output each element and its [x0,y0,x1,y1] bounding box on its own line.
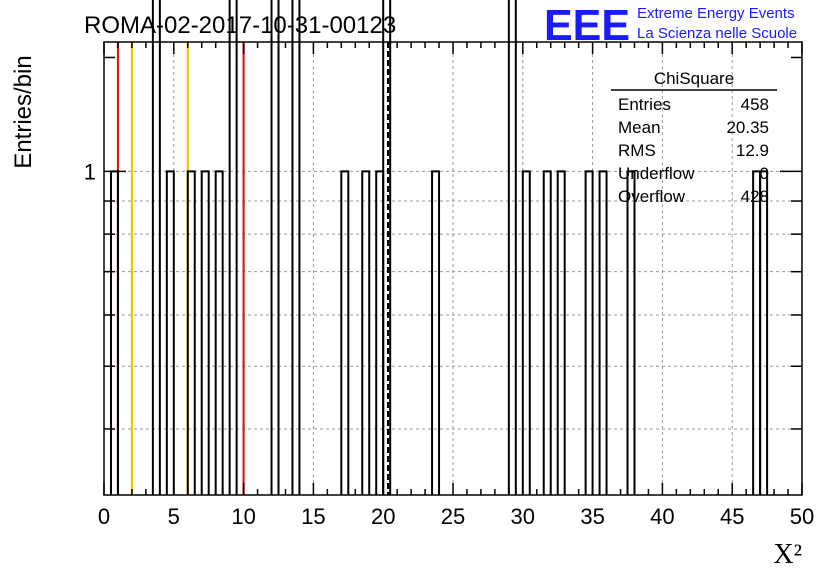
axes: 0 5 10 15 20 25 30 35 40 45 50 1 [84,41,814,529]
histogram-bar [340,170,350,495]
x-tick-label: 35 [580,504,604,529]
x-tick-label: 25 [441,504,465,529]
stats-box: ChiSquare Entries 458 Mean 20.35 RMS 12.… [611,69,777,206]
x-tick-label: 0 [98,504,110,529]
histogram-bar [375,170,385,495]
marker-lines [116,42,245,495]
stats-label: Overflow [618,187,686,206]
histogram-bar [584,170,594,495]
run-title: ROMA-02-2017-10-31-00123 [84,12,396,39]
x-tick-label: 20 [371,504,395,529]
histogram-bar [151,0,161,495]
stats-label: Mean [618,118,661,137]
x-tick-label: 45 [720,504,744,529]
x-tick-label: 50 [790,504,814,529]
stats-value: 12.9 [736,141,769,160]
y-tick-label: 1 [84,159,96,184]
stats-value: 0 [760,164,769,183]
stats-label: Entries [618,95,671,114]
histogram-bar [507,0,517,495]
histogram-bars [109,0,769,495]
y-axis-label: Entries/bin [10,55,37,168]
histogram-bar [270,0,280,495]
histogram-bar [521,170,531,495]
histogram-bar [165,170,175,495]
histogram-bar [626,170,636,495]
histogram-bar [200,170,210,495]
grid [104,42,802,495]
x-tick-label: 5 [168,504,180,529]
stats-label: Underflow [618,164,695,183]
stats-value: 20.35 [726,118,769,137]
stats-title: ChiSquare [654,69,734,88]
histogram-bar [752,170,762,495]
x-tick-label: 10 [231,504,255,529]
histogram-bar [382,0,392,495]
histogram-bar [759,170,769,495]
logo-line-1: Extreme Energy Events [637,5,795,22]
histogram-bar [556,170,566,495]
histogram-bar [542,170,552,495]
stats-label: RMS [618,141,656,160]
histogram-bar [186,170,196,495]
stats-value: 458 [741,95,769,114]
histogram-bar [228,0,238,495]
histogram-bar [431,170,441,495]
eee-logo: EEE Extreme Energy Events La Scienza nel… [544,1,797,50]
histogram-bar [598,170,608,495]
histogram-bar [214,170,224,495]
x-tick-label: 30 [511,504,535,529]
histogram-bar [291,0,301,495]
stats-value: 428 [741,187,769,206]
x-tick-label: 40 [650,504,674,529]
x-tick-label: 15 [301,504,325,529]
histogram-bar [361,170,371,495]
x-axis-label: X² [773,539,802,570]
logo-line-2: La Scienza nelle Scuole [637,25,797,42]
